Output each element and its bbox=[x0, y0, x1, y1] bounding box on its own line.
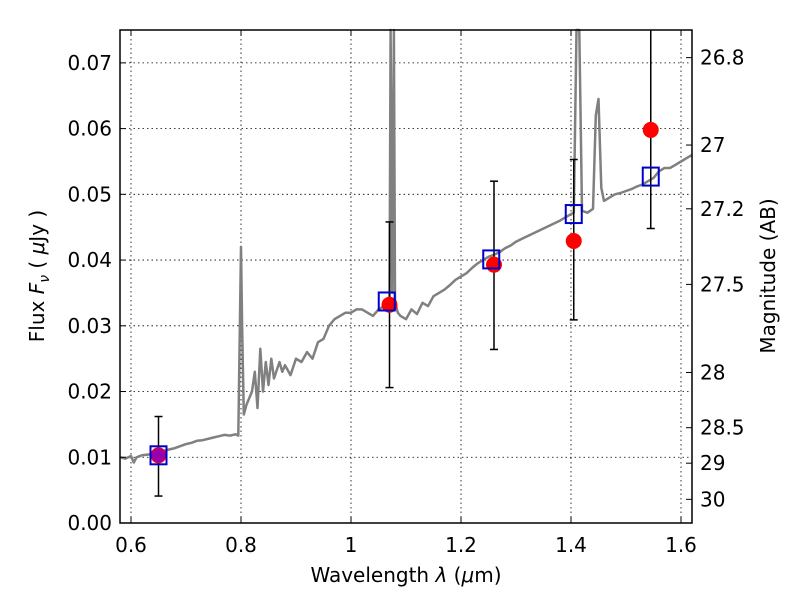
observed-point bbox=[381, 296, 398, 313]
y-tick-label: 0.03 bbox=[67, 314, 112, 338]
magnitude-tick-label: 29 bbox=[700, 451, 725, 475]
magnitude-tick-label: 27.2 bbox=[700, 197, 745, 221]
magnitude-tick-label: 27.5 bbox=[700, 272, 745, 296]
y-tick-label: 0.07 bbox=[67, 51, 112, 75]
y-tick-label: 0.06 bbox=[67, 117, 112, 141]
y-tick-label: 0.02 bbox=[67, 380, 112, 404]
y-tick-label: 0.01 bbox=[67, 445, 112, 469]
grid bbox=[120, 30, 692, 523]
x-tick-label: 0.6 bbox=[115, 533, 147, 557]
model-photometry-square bbox=[564, 204, 583, 225]
magnitude-tick-label: 28 bbox=[700, 360, 725, 384]
plot-frame bbox=[119, 29, 693, 524]
observed-point bbox=[565, 233, 582, 250]
y-axis-title: Flux Fν ( μJy ) bbox=[25, 210, 53, 342]
model-photometry-square bbox=[377, 291, 396, 312]
observed-point bbox=[642, 121, 659, 138]
y-axis: 0.00 0.01 0.02 0.03 0.04 0.05 0.06 0.07 bbox=[67, 51, 126, 535]
magnitude-tick-label: 30 bbox=[700, 487, 725, 511]
x-tick-label: 1.2 bbox=[445, 533, 477, 557]
magnitude-tick-label: 27 bbox=[700, 133, 725, 157]
data-points bbox=[149, 121, 660, 466]
x-tick-label: 1.4 bbox=[555, 533, 587, 557]
model-photometry-square bbox=[482, 249, 501, 270]
x-tick-label: 1.6 bbox=[665, 533, 697, 557]
x-axis: 0.6 0.8 1 1.2 1.4 1.6 bbox=[115, 30, 697, 557]
x-axis-title: Wavelength λ (μm) bbox=[310, 563, 501, 587]
overlap-point bbox=[151, 448, 166, 463]
magnitude-tick-label: 26.8 bbox=[700, 46, 745, 70]
x-tick-label: 0.8 bbox=[225, 533, 257, 557]
model-photometry-square bbox=[149, 445, 168, 466]
model-photometry-square bbox=[641, 166, 660, 187]
magnitude-axis-title: Magnitude (AB) bbox=[756, 198, 780, 353]
y-tick-label: 0.04 bbox=[67, 248, 112, 272]
magnitude-axis: 26.8 27 27.2 27.5 28 28.5 29 30 bbox=[686, 46, 745, 511]
y-tick-label: 0.00 bbox=[67, 511, 112, 535]
x-tick-label: 1 bbox=[345, 533, 358, 557]
magnitude-tick-label: 28.5 bbox=[700, 416, 745, 440]
plot-area bbox=[120, 30, 692, 523]
y-tick-label: 0.05 bbox=[67, 182, 112, 206]
